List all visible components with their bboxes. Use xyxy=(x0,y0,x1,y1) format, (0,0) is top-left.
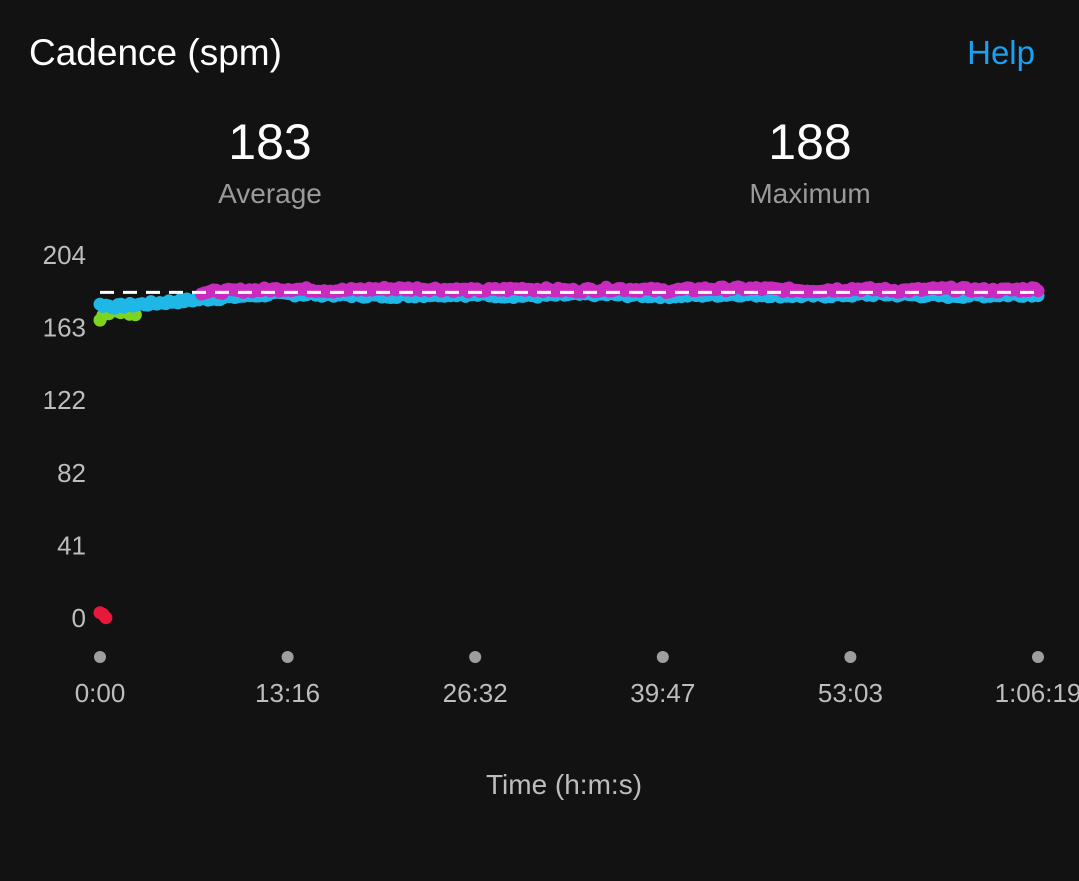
x-tick-label: 26:32 xyxy=(443,678,508,708)
help-link[interactable]: Help xyxy=(967,34,1035,71)
x-tick-dot xyxy=(1032,651,1044,663)
maximum-stat: 188 Maximum xyxy=(660,112,960,212)
x-tick-dot xyxy=(281,651,294,663)
y-tick-label: 163 xyxy=(43,313,86,343)
data-point xyxy=(99,611,113,625)
page-title: Cadence (spm) xyxy=(29,32,282,73)
series-layer xyxy=(93,280,1045,625)
x-tick-dot xyxy=(469,651,482,663)
x-tick-dot xyxy=(656,651,669,663)
x-tick-label: 1:06:19 xyxy=(995,678,1079,708)
x-tick-label: 39:47 xyxy=(630,678,695,708)
average-stat: 183 Average xyxy=(120,112,420,212)
y-tick-label: 204 xyxy=(43,240,86,270)
y-tick-label: 82 xyxy=(57,458,86,488)
average-value: 183 xyxy=(228,114,312,170)
maximum-value: 188 xyxy=(768,114,852,170)
x-axis-title: Time (h:m:s) xyxy=(486,769,642,800)
x-tick-label: 13:16 xyxy=(255,678,320,708)
y-tick-label: 0 xyxy=(72,603,86,633)
average-label: Average xyxy=(218,178,322,209)
x-tick-dot xyxy=(844,651,857,663)
y-tick-label: 122 xyxy=(43,385,86,415)
x-tick-label: 53:03 xyxy=(818,678,883,708)
x-tick-label: 0:00 xyxy=(75,678,126,708)
series-points xyxy=(93,606,113,625)
y-tick-label: 41 xyxy=(57,530,86,560)
data-point xyxy=(1031,284,1045,298)
x-tick-dot xyxy=(94,651,106,663)
y-axis-ticks: 204 163 122 82 41 0 xyxy=(43,240,86,633)
x-axis-ticks: 0:00 13:16 26:32 39:47 53:03 1:06:19 xyxy=(75,651,1079,708)
maximum-label: Maximum xyxy=(749,178,871,209)
